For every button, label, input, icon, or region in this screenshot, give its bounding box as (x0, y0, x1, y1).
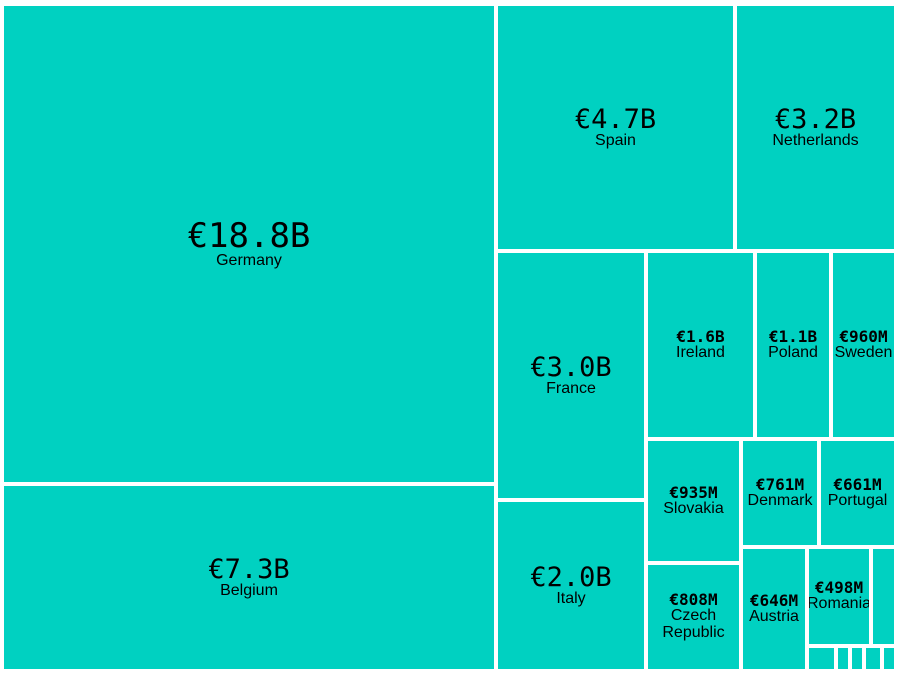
value-label: €935M (669, 482, 718, 502)
value-label: €808M (669, 590, 718, 610)
tile: €646M Austria (743, 549, 805, 669)
tile: €1.1B Poland (757, 253, 829, 437)
category-label: Spain (595, 131, 636, 149)
tile: €761M Denmark (743, 441, 817, 545)
value-label: €3.0B (530, 351, 612, 383)
category-label: Netherlands (772, 131, 859, 149)
category-label: Romania (809, 595, 869, 613)
tile: €3.2B Netherlands (737, 6, 894, 249)
category-label: Slovakia (663, 499, 724, 517)
category-label: Sweden (834, 343, 893, 361)
category-label: Ireland (676, 343, 725, 361)
category-label: Poland (768, 343, 818, 361)
tile: €808M Czech Republic (648, 565, 739, 669)
tile: €1.6B Ireland (648, 253, 753, 437)
value-label: €7.3B (208, 553, 290, 585)
category-label: Czech Republic (662, 607, 725, 641)
value-label: €498M (814, 578, 864, 598)
tile: €661M Portugal (821, 441, 894, 545)
tile: €2.0B Italy (498, 502, 644, 669)
tile: €3.0B France (498, 253, 644, 498)
value-label: €761M (755, 474, 805, 494)
value-label: €1.6B (676, 326, 725, 346)
tile: €4.7B Spain (498, 6, 733, 249)
category-label: Portugal (827, 491, 888, 509)
category-label: France (546, 379, 596, 397)
small-tile (873, 549, 894, 644)
tile: €7.3B Belgium (4, 486, 494, 669)
category-label: Germany (216, 251, 282, 269)
value-label: €18.8B (187, 215, 311, 256)
category-label: Denmark (747, 491, 813, 509)
value-label: €960M (839, 326, 888, 346)
category-label: Belgium (220, 581, 278, 599)
small-tile (809, 648, 834, 669)
category-label: Austria (749, 607, 799, 625)
tile: €960M Sweden (833, 253, 894, 437)
value-label: €3.2B (774, 103, 857, 135)
small-tile (838, 648, 848, 669)
small-tile (884, 648, 894, 669)
value-label: €1.1B (768, 326, 818, 346)
value-label: €646M (749, 590, 799, 610)
category-label: Italy (556, 589, 586, 607)
small-tile (852, 648, 862, 669)
tile: €18.8B Germany (4, 6, 494, 482)
tile: €498M Romania (809, 549, 869, 644)
value-label: €661M (833, 474, 882, 494)
small-tile (866, 648, 880, 669)
tile: €935M Slovakia (648, 441, 739, 561)
value-label: €2.0B (530, 561, 612, 593)
value-label: €4.7B (574, 103, 657, 135)
